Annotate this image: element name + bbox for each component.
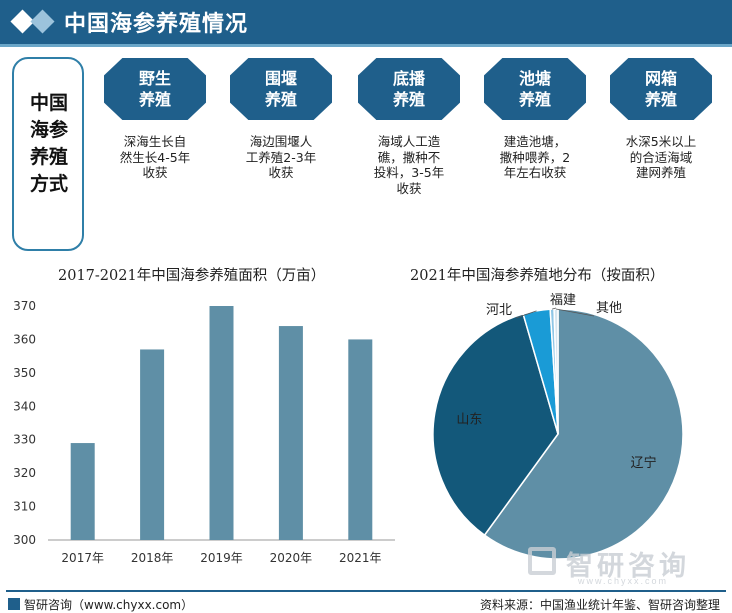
pie-label: 其他: [596, 301, 622, 316]
x-tick-label: 2019年: [200, 551, 243, 565]
y-tick-label: 320: [13, 466, 36, 480]
y-tick-label: 300: [13, 533, 36, 547]
pie-slice: [432, 313, 559, 537]
header-bar: 中国海参养殖情况: [0, 0, 732, 44]
header-accent-line: [0, 44, 732, 47]
x-tick-label: 2017年: [61, 551, 104, 565]
method-badge: 围堰养殖: [230, 58, 332, 120]
bar-chart: 300 310 320 330 340 350 360 370 2017年 2018年 2019年 2…: [13, 299, 395, 565]
leader-line: [551, 307, 557, 310]
method-wild: 野生养殖 深海生长自然生长4-5年收获: [104, 58, 206, 181]
y-tick-label: 370: [13, 299, 36, 313]
method-badge: 底播养殖: [358, 58, 460, 120]
pie-chart-title: 2021年中国海参养殖地分布（按面积）: [410, 268, 665, 284]
page-title: 中国海参养殖情况: [64, 12, 249, 37]
y-tick-label: 310: [13, 500, 36, 514]
watermark-logo-icon: [528, 547, 556, 575]
method-name: 底播养殖: [392, 69, 425, 109]
method-bottom-sowing: 底播养殖 海域人工造礁，撒种不投料，3-5年收获: [358, 58, 460, 196]
x-tick-label: 2018年: [131, 551, 174, 565]
x-tick-label: 2021年: [339, 551, 382, 565]
method-name: 网箱养殖: [644, 69, 677, 109]
diamond-icon: [10, 9, 56, 35]
brand-logo-icon: [8, 598, 20, 610]
method-name: 围堰养殖: [264, 69, 297, 109]
y-tick-label: 340: [13, 399, 36, 413]
watermark-url: www.chyxx.com: [578, 576, 669, 586]
method-badge: 网箱养殖: [610, 58, 712, 120]
footer-divider: [6, 590, 726, 592]
y-tick-label: 360: [13, 332, 36, 346]
method-badge: 池塘养殖: [484, 58, 586, 120]
pie-label: 福建: [550, 293, 576, 308]
method-weir: 围堰养殖 海边围堰人工养殖2-3年收获: [230, 58, 332, 181]
pie-label: 山东: [456, 413, 482, 428]
pie-slice: [483, 308, 684, 560]
bar: [140, 349, 165, 540]
methods-label-box: [12, 57, 84, 251]
method-name: 池塘养殖: [518, 69, 551, 109]
bar-chart-title: 2017-2021年中国海参养殖面积（万亩）: [58, 268, 326, 284]
method-cage: 网箱养殖 水深5米以上的合适海域建网养殖: [610, 58, 712, 181]
watermark-name: 智研咨询: [566, 551, 690, 582]
y-tick-label: 350: [13, 366, 36, 380]
bar: [209, 306, 234, 540]
pie-label: 河北: [486, 303, 512, 318]
method-desc: 深海生长自然生长4-5年收获: [119, 134, 191, 180]
methods-label: 中国海参养殖方式: [29, 92, 68, 195]
bar: [70, 443, 95, 540]
method-desc: 海边围堰人工养殖2-3年收获: [245, 134, 317, 180]
x-tick-label: 2020年: [270, 551, 313, 565]
leader-line: [555, 308, 595, 317]
method-name: 野生养殖: [138, 69, 171, 109]
pie-label: 辽宁: [631, 455, 657, 471]
leader-line: [515, 310, 537, 319]
footer-left-text: 智研咨询（www.chyxx.com）: [24, 598, 194, 612]
footer-data-source: 资料来源：中国渔业统计年鉴、智研咨询整理: [479, 598, 720, 612]
method-desc: 水深5米以上的合适海域建网养殖: [625, 134, 697, 180]
method-badge: 野生养殖: [104, 58, 206, 120]
method-desc: 海域人工造礁，撒种不投料，3-5年收获: [373, 134, 445, 196]
bar: [278, 326, 303, 540]
y-tick-label: 330: [13, 433, 36, 447]
method-desc: 建造池塘，撒种喂养，2年左右收获: [499, 134, 571, 180]
method-pond: 池塘养殖 建造池塘，撒种喂养，2年左右收获: [484, 58, 586, 181]
footer-source-brand: 智研咨询（www.chyxx.com）: [8, 596, 193, 613]
bar: [348, 339, 373, 540]
